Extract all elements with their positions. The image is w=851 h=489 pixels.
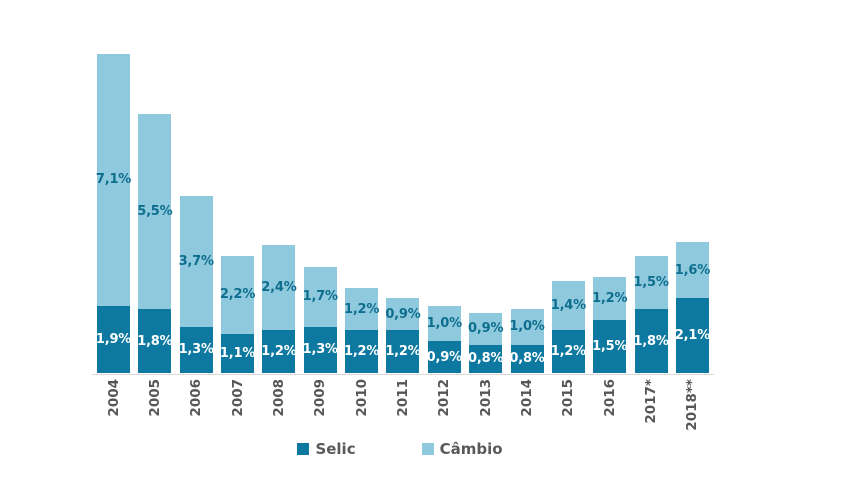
x-axis-label: 2010 <box>353 379 370 417</box>
x-axis-label: 2006 <box>188 379 205 417</box>
cambio-value-label: 1,0% <box>509 319 545 335</box>
selic-value-label: 0,8% <box>509 351 545 367</box>
cambio-segment: 1,2% <box>592 277 628 320</box>
cambio-segment: 1,5% <box>633 255 669 310</box>
selic-value-label: 1,9% <box>95 331 132 347</box>
legend-item-cambio: Câmbio <box>421 440 503 458</box>
bar-group: 2,4% 1,2% <box>261 245 297 373</box>
bar-group: 7,1% 1,9% <box>95 53 132 373</box>
selic-legend-swatch <box>297 443 310 455</box>
selic-segment: 0,8% <box>509 344 545 373</box>
x-axis-label: 2008 <box>270 379 287 417</box>
selic-value-label: 1,3% <box>178 342 214 358</box>
cambio-value-label: 7,1% <box>95 172 132 188</box>
bar-group: 1,7% 1,3% <box>302 266 338 373</box>
cambio-value-label: 1,0% <box>426 315 462 331</box>
cambio-value-label: 2,4% <box>261 280 297 296</box>
bar-group: 5,5% 1,8% <box>137 113 173 373</box>
cambio-legend-swatch <box>421 443 434 455</box>
cambio-value-label: 1,5% <box>633 274 669 290</box>
bar-group: 1,2% 1,5% <box>592 277 628 373</box>
x-axis-label: 2017* <box>643 379 660 424</box>
x-axis-label: 2013 <box>477 379 494 417</box>
selic-segment: 2,1% <box>674 298 711 373</box>
cambio-segment: 0,9% <box>385 298 421 331</box>
cambio-value-label: 5,5% <box>137 203 173 219</box>
selic-segment: 1,1% <box>219 333 256 373</box>
cambio-segment: 2,2% <box>219 255 256 334</box>
x-axis-label: 2011 <box>394 379 411 417</box>
bar-group: 0,9% 1,2% <box>385 298 421 373</box>
bar-group: 1,0% 0,8% <box>509 309 545 373</box>
selic-segment: 1,2% <box>343 330 380 373</box>
bar-group: 1,0% 0,9% <box>426 305 462 373</box>
cambio-value-label: 0,9% <box>468 321 504 337</box>
cambio-segment: 1,6% <box>674 241 711 299</box>
cambio-segment: 7,1% <box>95 53 132 306</box>
cambio-segment: 1,2% <box>343 287 380 331</box>
selic-value-label: 1,2% <box>385 344 421 360</box>
selic-segment: 1,8% <box>633 309 669 373</box>
bar-group: 3,7% 1,3% <box>178 195 214 373</box>
cambio-segment: 1,0% <box>509 309 545 345</box>
x-axis-label: 2015 <box>560 379 577 417</box>
selic-segment: 1,9% <box>95 305 132 373</box>
cambio-value-label: 1,4% <box>550 298 586 314</box>
bar-group: 1,5% 1,8% <box>633 255 669 373</box>
selic-segment: 1,3% <box>178 326 214 373</box>
x-axis-label: 2016 <box>601 379 618 417</box>
bar-group: 0,9% 0,8% <box>468 312 504 373</box>
selic-value-label: 0,9% <box>426 349 462 365</box>
bar-group: 1,2% 1,2% <box>343 287 380 373</box>
cambio-value-label: 1,2% <box>343 301 380 317</box>
x-axis-line <box>92 374 714 375</box>
cambio-value-label: 2,2% <box>219 287 256 303</box>
selic-segment: 1,8% <box>137 309 173 373</box>
selic-value-label: 1,8% <box>137 333 173 349</box>
cambio-segment: 1,7% <box>302 266 338 327</box>
selic-value-label: 1,3% <box>302 342 338 358</box>
selic-segment: 1,2% <box>385 330 421 373</box>
cambio-segment: 2,4% <box>261 245 297 331</box>
selic-segment: 1,2% <box>550 330 586 373</box>
selic-value-label: 1,8% <box>633 333 669 349</box>
bar-group: 1,6% 2,1% <box>674 241 711 373</box>
selic-value-label: 1,2% <box>343 344 380 360</box>
cambio-segment: 3,7% <box>178 195 214 327</box>
cambio-value-label: 1,7% <box>302 289 338 305</box>
selic-value-label: 1,2% <box>261 344 297 360</box>
x-axis-label: 2014 <box>519 379 535 417</box>
selic-value-label: 2,1% <box>674 328 711 344</box>
cambio-value-label: 3,7% <box>178 253 214 269</box>
x-axis-label: 2012 <box>436 379 453 417</box>
cambio-legend-label: Câmbio <box>439 440 503 458</box>
selic-segment: 0,8% <box>468 344 504 373</box>
selic-value-label: 0,8% <box>468 351 504 367</box>
selic-segment: 1,3% <box>302 326 338 373</box>
bar-group: 2,2% 1,1% <box>219 255 256 373</box>
x-axis-label: 2007 <box>229 379 246 417</box>
selic-value-label: 1,5% <box>592 338 628 354</box>
selic-segment: 1,2% <box>261 330 297 373</box>
cambio-value-label: 1,2% <box>592 290 628 306</box>
bar-group: 1,4% 1,2% <box>550 280 586 373</box>
cambio-value-label: 0,9% <box>385 306 421 322</box>
cambio-segment: 1,4% <box>550 280 586 331</box>
legend: Selic Câmbio <box>0 440 800 458</box>
cambio-segment: 1,0% <box>426 305 462 342</box>
cambio-segment: 5,5% <box>137 113 173 310</box>
cambio-value-label: 1,6% <box>674 262 711 278</box>
x-axis-label: 2009 <box>312 379 329 417</box>
legend-item-selic: Selic <box>297 440 356 458</box>
selic-value-label: 1,1% <box>219 345 256 361</box>
x-axis-label: 2005 <box>146 379 163 417</box>
cambio-segment: 0,9% <box>468 312 504 345</box>
selic-value-label: 1,2% <box>550 344 586 360</box>
selic-segment: 1,5% <box>592 319 628 373</box>
x-axis-label: 2018** <box>684 379 701 431</box>
x-axis-label: 2004 <box>105 379 122 417</box>
selic-legend-label: Selic <box>315 440 356 458</box>
selic-segment: 0,9% <box>426 341 462 373</box>
